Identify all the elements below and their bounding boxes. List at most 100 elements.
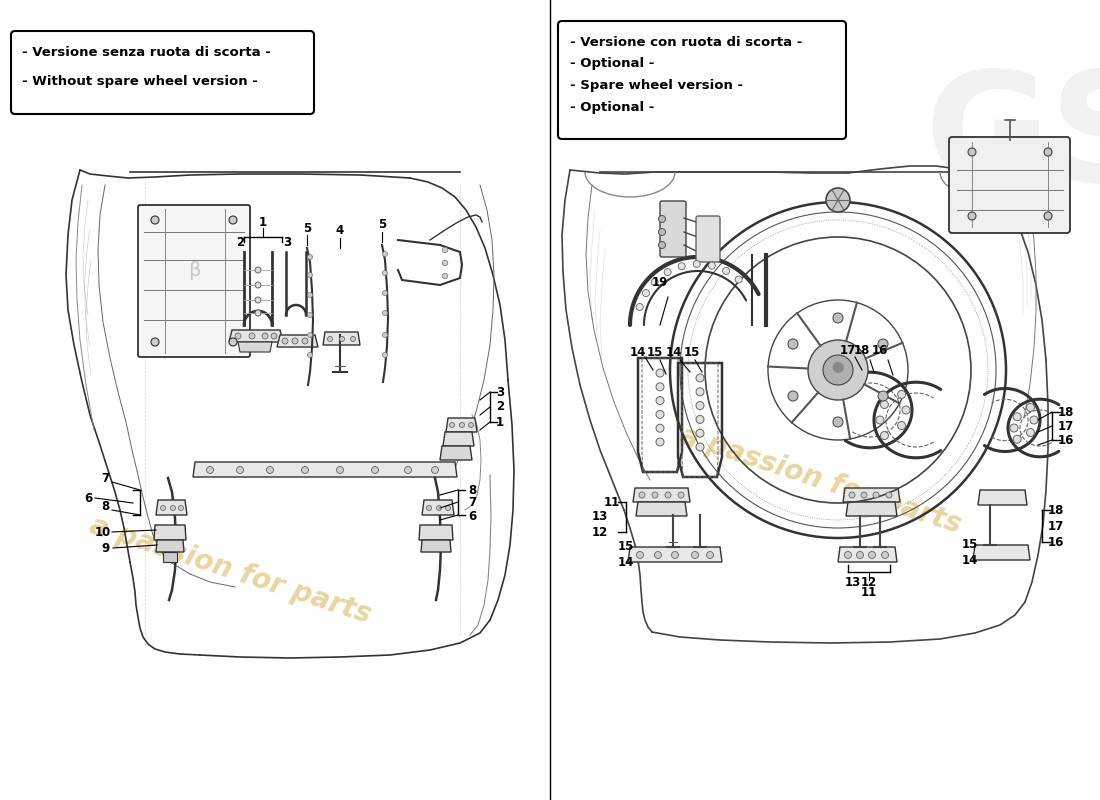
Circle shape (383, 251, 387, 257)
Text: 5: 5 (302, 222, 311, 234)
Circle shape (873, 492, 879, 498)
Circle shape (968, 212, 976, 220)
Circle shape (968, 148, 976, 156)
Text: 16: 16 (1058, 434, 1075, 446)
Text: 15: 15 (684, 346, 701, 358)
Circle shape (372, 466, 378, 474)
Circle shape (664, 269, 671, 275)
Polygon shape (443, 432, 474, 446)
Circle shape (652, 492, 658, 498)
Text: - Versione senza ruota di scorta -: - Versione senza ruota di scorta - (22, 46, 271, 58)
Circle shape (170, 506, 176, 510)
Circle shape (823, 355, 852, 385)
FancyBboxPatch shape (949, 137, 1070, 233)
Text: 14: 14 (618, 555, 635, 569)
Circle shape (308, 254, 312, 259)
Polygon shape (628, 547, 722, 562)
Text: 10: 10 (95, 526, 111, 538)
Circle shape (692, 551, 698, 558)
Circle shape (383, 270, 387, 275)
Circle shape (878, 339, 888, 349)
FancyBboxPatch shape (138, 205, 250, 357)
Circle shape (651, 278, 658, 286)
Text: 18: 18 (1048, 503, 1064, 517)
Text: 18: 18 (1058, 406, 1075, 418)
Circle shape (1026, 403, 1034, 411)
Circle shape (808, 340, 868, 400)
Text: 8: 8 (101, 501, 109, 514)
Polygon shape (636, 502, 688, 516)
Text: - Optional -: - Optional - (570, 102, 654, 114)
Circle shape (236, 466, 243, 474)
Text: 15: 15 (961, 538, 978, 551)
Circle shape (469, 422, 473, 427)
Circle shape (383, 333, 387, 338)
Circle shape (1026, 429, 1034, 437)
Circle shape (696, 443, 704, 451)
Text: 16: 16 (1048, 535, 1064, 549)
Text: 6: 6 (468, 510, 476, 523)
FancyBboxPatch shape (11, 31, 313, 114)
Circle shape (437, 506, 441, 510)
Polygon shape (163, 552, 177, 562)
Polygon shape (440, 446, 472, 460)
Circle shape (654, 551, 661, 558)
Circle shape (679, 262, 685, 270)
Circle shape (1044, 212, 1052, 220)
Circle shape (881, 551, 889, 558)
Circle shape (898, 422, 905, 430)
Text: - Versione con ruota di scorta -: - Versione con ruota di scorta - (570, 35, 802, 49)
Circle shape (442, 247, 448, 253)
Polygon shape (419, 525, 453, 540)
Polygon shape (422, 500, 454, 515)
Circle shape (161, 506, 165, 510)
Text: 14: 14 (961, 554, 978, 566)
Circle shape (255, 310, 261, 316)
Polygon shape (238, 342, 272, 352)
Circle shape (880, 431, 889, 439)
Text: 11: 11 (861, 586, 877, 599)
Circle shape (308, 293, 312, 298)
Circle shape (656, 382, 664, 391)
Circle shape (639, 492, 645, 498)
Circle shape (636, 303, 644, 310)
Circle shape (656, 397, 664, 405)
FancyBboxPatch shape (660, 201, 686, 257)
Polygon shape (421, 540, 451, 552)
Circle shape (340, 337, 344, 342)
Circle shape (328, 337, 332, 342)
Circle shape (1013, 413, 1021, 421)
Circle shape (255, 282, 261, 288)
Circle shape (678, 492, 684, 498)
Circle shape (637, 551, 644, 558)
Circle shape (880, 401, 889, 409)
Polygon shape (632, 488, 690, 502)
Circle shape (845, 551, 851, 558)
Text: 8: 8 (468, 483, 476, 497)
Circle shape (878, 391, 888, 401)
Circle shape (229, 216, 236, 224)
Circle shape (271, 333, 277, 339)
Circle shape (431, 466, 439, 474)
Circle shape (1030, 416, 1038, 424)
Text: β: β (188, 261, 200, 279)
Circle shape (833, 417, 843, 427)
FancyBboxPatch shape (696, 216, 720, 262)
Polygon shape (838, 547, 896, 562)
Text: - Optional -: - Optional - (570, 58, 654, 70)
Polygon shape (978, 490, 1027, 505)
Circle shape (442, 260, 448, 266)
Circle shape (735, 276, 743, 283)
Circle shape (249, 333, 255, 339)
Circle shape (282, 338, 288, 344)
Circle shape (696, 415, 704, 423)
Circle shape (308, 273, 312, 278)
Text: 12: 12 (592, 526, 608, 538)
Circle shape (706, 551, 714, 558)
Circle shape (308, 313, 312, 318)
Text: 19: 19 (652, 277, 668, 290)
Circle shape (308, 333, 312, 338)
Polygon shape (156, 500, 187, 515)
Circle shape (383, 290, 387, 295)
Text: 7: 7 (101, 471, 109, 485)
